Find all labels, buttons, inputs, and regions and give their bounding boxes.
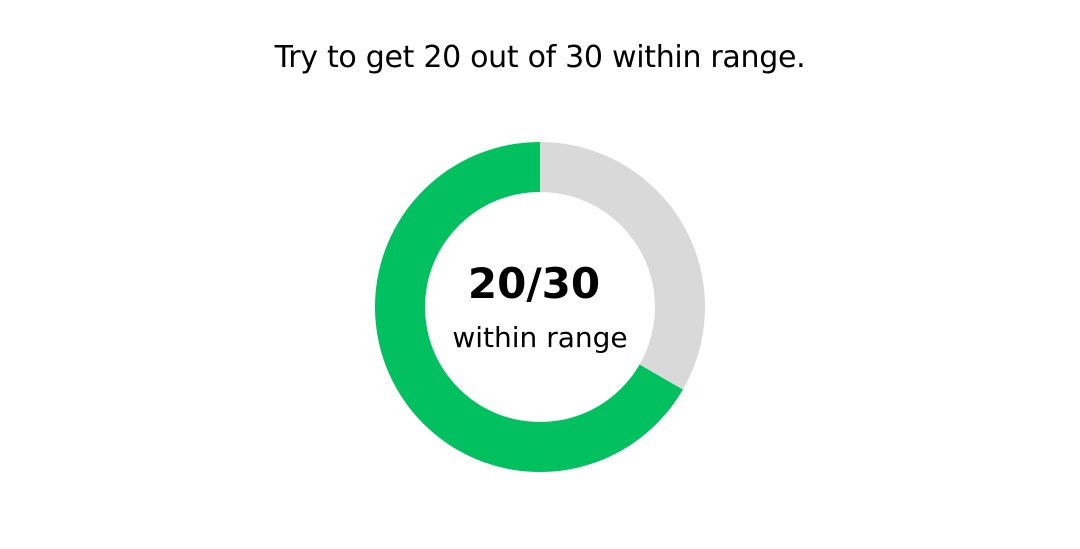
center-value: 20/30 — [467, 259, 601, 308]
donut-slices — [375, 142, 705, 472]
donut-slice-remaining — [540, 142, 705, 390]
headline: Try to get 20 out of 30 within range. — [274, 40, 806, 75]
donut-slice-within-range — [375, 142, 683, 472]
center-label: within range — [452, 321, 628, 354]
